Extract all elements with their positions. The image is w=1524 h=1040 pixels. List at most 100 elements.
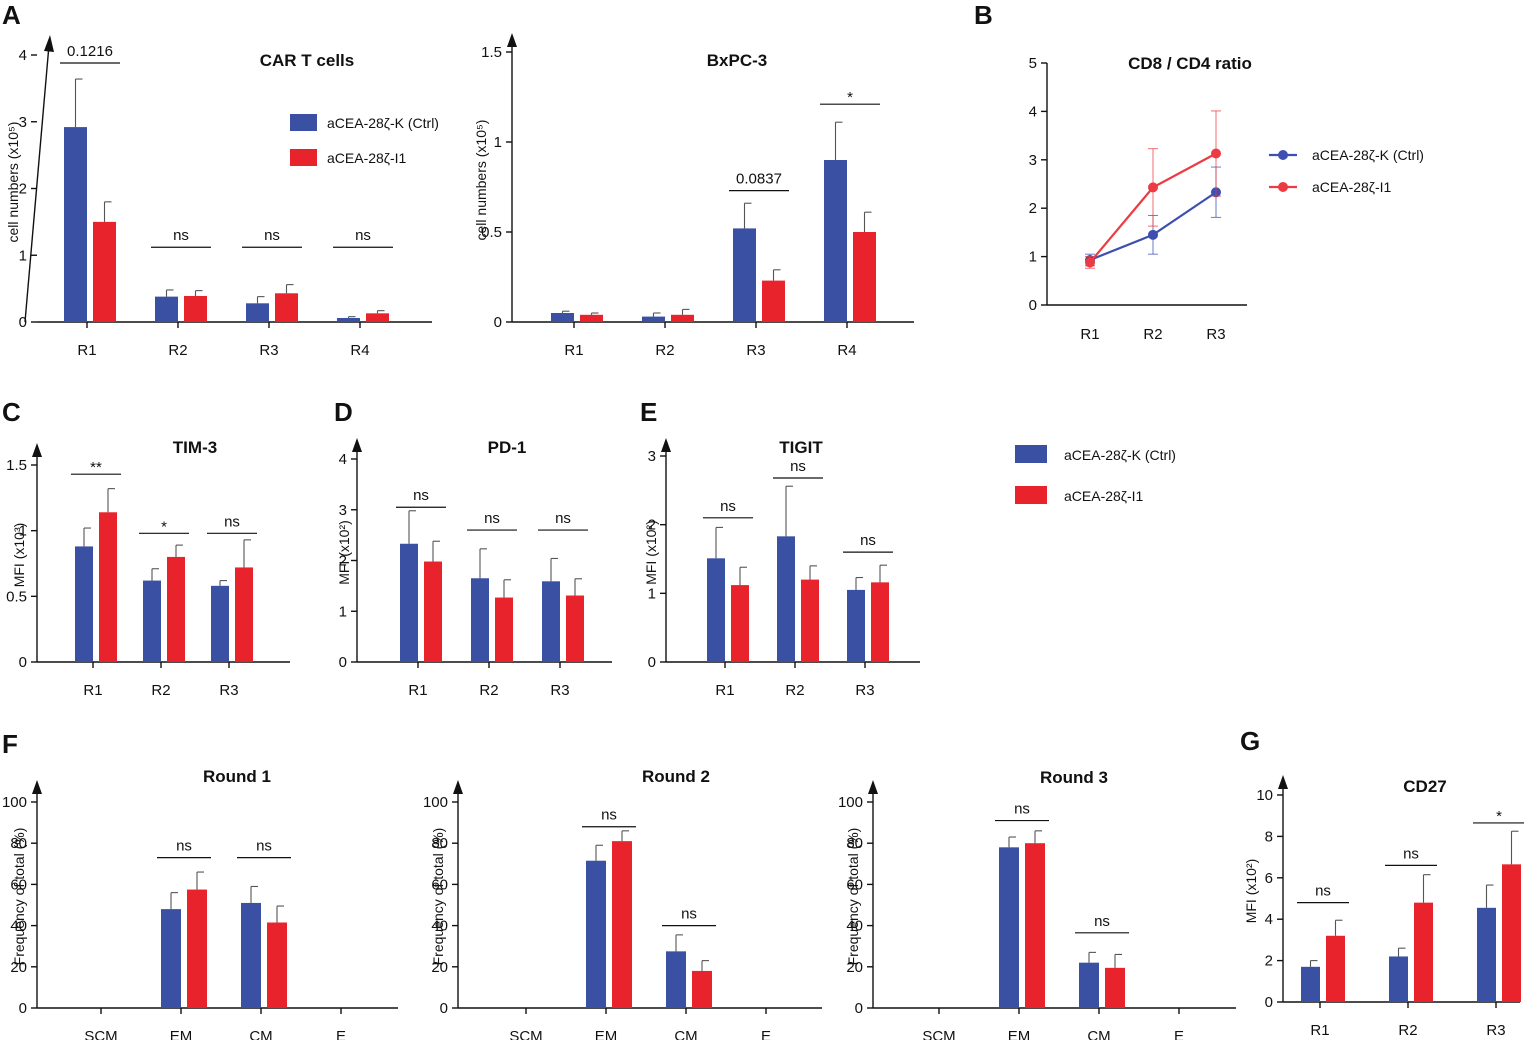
bar-i1 bbox=[580, 314, 603, 322]
x-tick-label: R2 bbox=[1398, 1022, 1417, 1039]
y-axis-label: MFI (x10³) bbox=[11, 523, 27, 588]
bar-i1 bbox=[1502, 864, 1521, 1002]
x-tick-label: R3 bbox=[1206, 326, 1225, 343]
bar-i1 bbox=[495, 597, 513, 662]
y-tick-label: 20 bbox=[431, 959, 448, 976]
bar-i1 bbox=[801, 579, 819, 662]
data-point bbox=[1211, 148, 1221, 159]
x-tick-label: R2 bbox=[785, 682, 804, 699]
y-tick-label: 2 bbox=[648, 517, 656, 534]
bar-ctrl bbox=[542, 581, 560, 662]
data-point bbox=[1148, 182, 1158, 193]
chart-round1: Round 1 0 20 40 60 80 100 Frequency of total (%… bbox=[2, 767, 398, 1040]
bar-ctrl bbox=[400, 543, 418, 662]
chart-cd27: CD27 0 2 4 6 8 10 MFI (x10²) R1 R2 R3 ns ns * bbox=[1243, 775, 1524, 1039]
significance-label: ns bbox=[173, 227, 189, 244]
significance-label: ns bbox=[176, 838, 192, 855]
y-tick-label: 1.5 bbox=[6, 457, 27, 474]
x-tick-label: R4 bbox=[350, 342, 369, 359]
legend-label-cde: aCEA-28ζ-K (Ctrl) bbox=[1064, 447, 1176, 463]
bar-i1 bbox=[267, 922, 287, 1008]
bar-ctrl bbox=[337, 317, 360, 322]
bar-ctrl bbox=[75, 546, 93, 662]
significance-label: ns bbox=[681, 906, 697, 923]
bar-ctrl bbox=[707, 558, 725, 662]
y-axis-line bbox=[24, 44, 50, 323]
chart-pd1: PD-1 0 1 2 3 4 MFI (x10²) R1 R2 R3 ns ns ns bbox=[336, 438, 612, 699]
data-point bbox=[1148, 229, 1158, 240]
bar-ctrl bbox=[1301, 966, 1320, 1002]
bar-ctrl bbox=[64, 127, 87, 322]
x-tick-label: SCM bbox=[922, 1028, 955, 1040]
y-axis-label: Frequency of total (%) bbox=[430, 828, 446, 966]
x-tick-label: EM bbox=[1008, 1028, 1031, 1040]
x-tick-label: CM bbox=[674, 1028, 697, 1040]
y-tick-label: 4 bbox=[339, 451, 347, 468]
x-tick-label: E bbox=[1174, 1028, 1184, 1040]
bar-ctrl bbox=[733, 228, 756, 322]
bar-ctrl bbox=[1389, 956, 1408, 1002]
significance-label: ns bbox=[555, 510, 571, 527]
y-tick-label: 80 bbox=[10, 835, 27, 852]
significance-label: ns bbox=[355, 227, 371, 244]
chart-title: CD27 bbox=[1403, 777, 1446, 796]
y-axis-label: MFI (x10²) bbox=[1243, 859, 1259, 924]
significance-label: ns bbox=[720, 498, 736, 515]
y-tick-label: 1 bbox=[19, 523, 27, 540]
y-tick-label: 0 bbox=[1265, 994, 1273, 1011]
legend-label: aCEA-28ζ-K (Ctrl) bbox=[1312, 147, 1424, 163]
bar-i1 bbox=[184, 295, 207, 322]
y-tick-label: 0 bbox=[19, 314, 27, 331]
y-tick-label: 4 bbox=[1029, 103, 1037, 120]
x-tick-label: EM bbox=[170, 1028, 193, 1040]
x-tick-label: E bbox=[761, 1028, 771, 1040]
x-tick-label: R3 bbox=[746, 342, 765, 359]
y-tick-label: 0 bbox=[494, 314, 502, 331]
y-tick-label: 80 bbox=[431, 835, 448, 852]
y-tick-label: 1 bbox=[19, 247, 27, 264]
bar-ctrl bbox=[586, 860, 606, 1008]
y-tick-label: 0 bbox=[648, 654, 656, 671]
bar-i1 bbox=[275, 293, 298, 322]
y-tick-label: 40 bbox=[846, 918, 863, 935]
bar-ctrl bbox=[824, 160, 847, 322]
y-tick-label: 0 bbox=[1029, 297, 1037, 314]
bar-ctrl bbox=[161, 909, 181, 1008]
bar-ctrl bbox=[143, 580, 161, 662]
y-tick-label: 0 bbox=[339, 654, 347, 671]
y-tick-label: 0 bbox=[19, 654, 27, 671]
y-tick-label: 6 bbox=[1265, 870, 1273, 887]
x-tick-label: R2 bbox=[655, 342, 674, 359]
chart-car-t-cells: CAR T cells 0 1 2 3 4 cell numbers (x10⁵) R1 R2 R… bbox=[5, 35, 432, 359]
legend-label: aCEA-28ζ-I1 bbox=[1312, 179, 1392, 195]
y-tick-label: 8 bbox=[1265, 828, 1273, 845]
x-tick-label: R1 bbox=[83, 682, 102, 699]
x-tick-label: R1 bbox=[564, 342, 583, 359]
y-axis-label: MFI (x10²) bbox=[336, 520, 352, 585]
y-tick-label: 2 bbox=[339, 553, 347, 570]
bar-ctrl bbox=[1477, 907, 1496, 1002]
significance-label: ns bbox=[860, 532, 876, 549]
bar-ctrl bbox=[642, 316, 665, 322]
y-axis-label: Frequency of total (%) bbox=[11, 828, 27, 966]
y-tick-label: 2 bbox=[1265, 953, 1273, 970]
bar-ctrl bbox=[471, 578, 489, 662]
chart-round2: Round 2 0 20 40 60 80 100 Frequency of total (%… bbox=[423, 767, 822, 1040]
y-tick-label: 10 bbox=[1256, 787, 1273, 804]
bar-i1 bbox=[235, 567, 253, 662]
x-tick-label: CM bbox=[1087, 1028, 1110, 1040]
y-axis-arrow bbox=[453, 780, 463, 794]
bar-ctrl bbox=[246, 303, 269, 322]
bar-ctrl bbox=[1079, 962, 1099, 1008]
significance-label: ns bbox=[256, 838, 272, 855]
bar-i1 bbox=[853, 232, 876, 322]
bar-i1 bbox=[187, 889, 207, 1008]
x-tick-label: SCM bbox=[84, 1028, 117, 1040]
chart-tigit: TIGIT 0 1 2 3 MFI (x10²) R1 R2 R3 ns ns ns bbox=[643, 438, 920, 699]
x-tick-label: R2 bbox=[151, 682, 170, 699]
y-tick-label: 0.5 bbox=[481, 224, 502, 241]
data-point bbox=[1085, 257, 1095, 268]
y-tick-label: 60 bbox=[846, 876, 863, 893]
bar-i1 bbox=[1326, 935, 1345, 1002]
